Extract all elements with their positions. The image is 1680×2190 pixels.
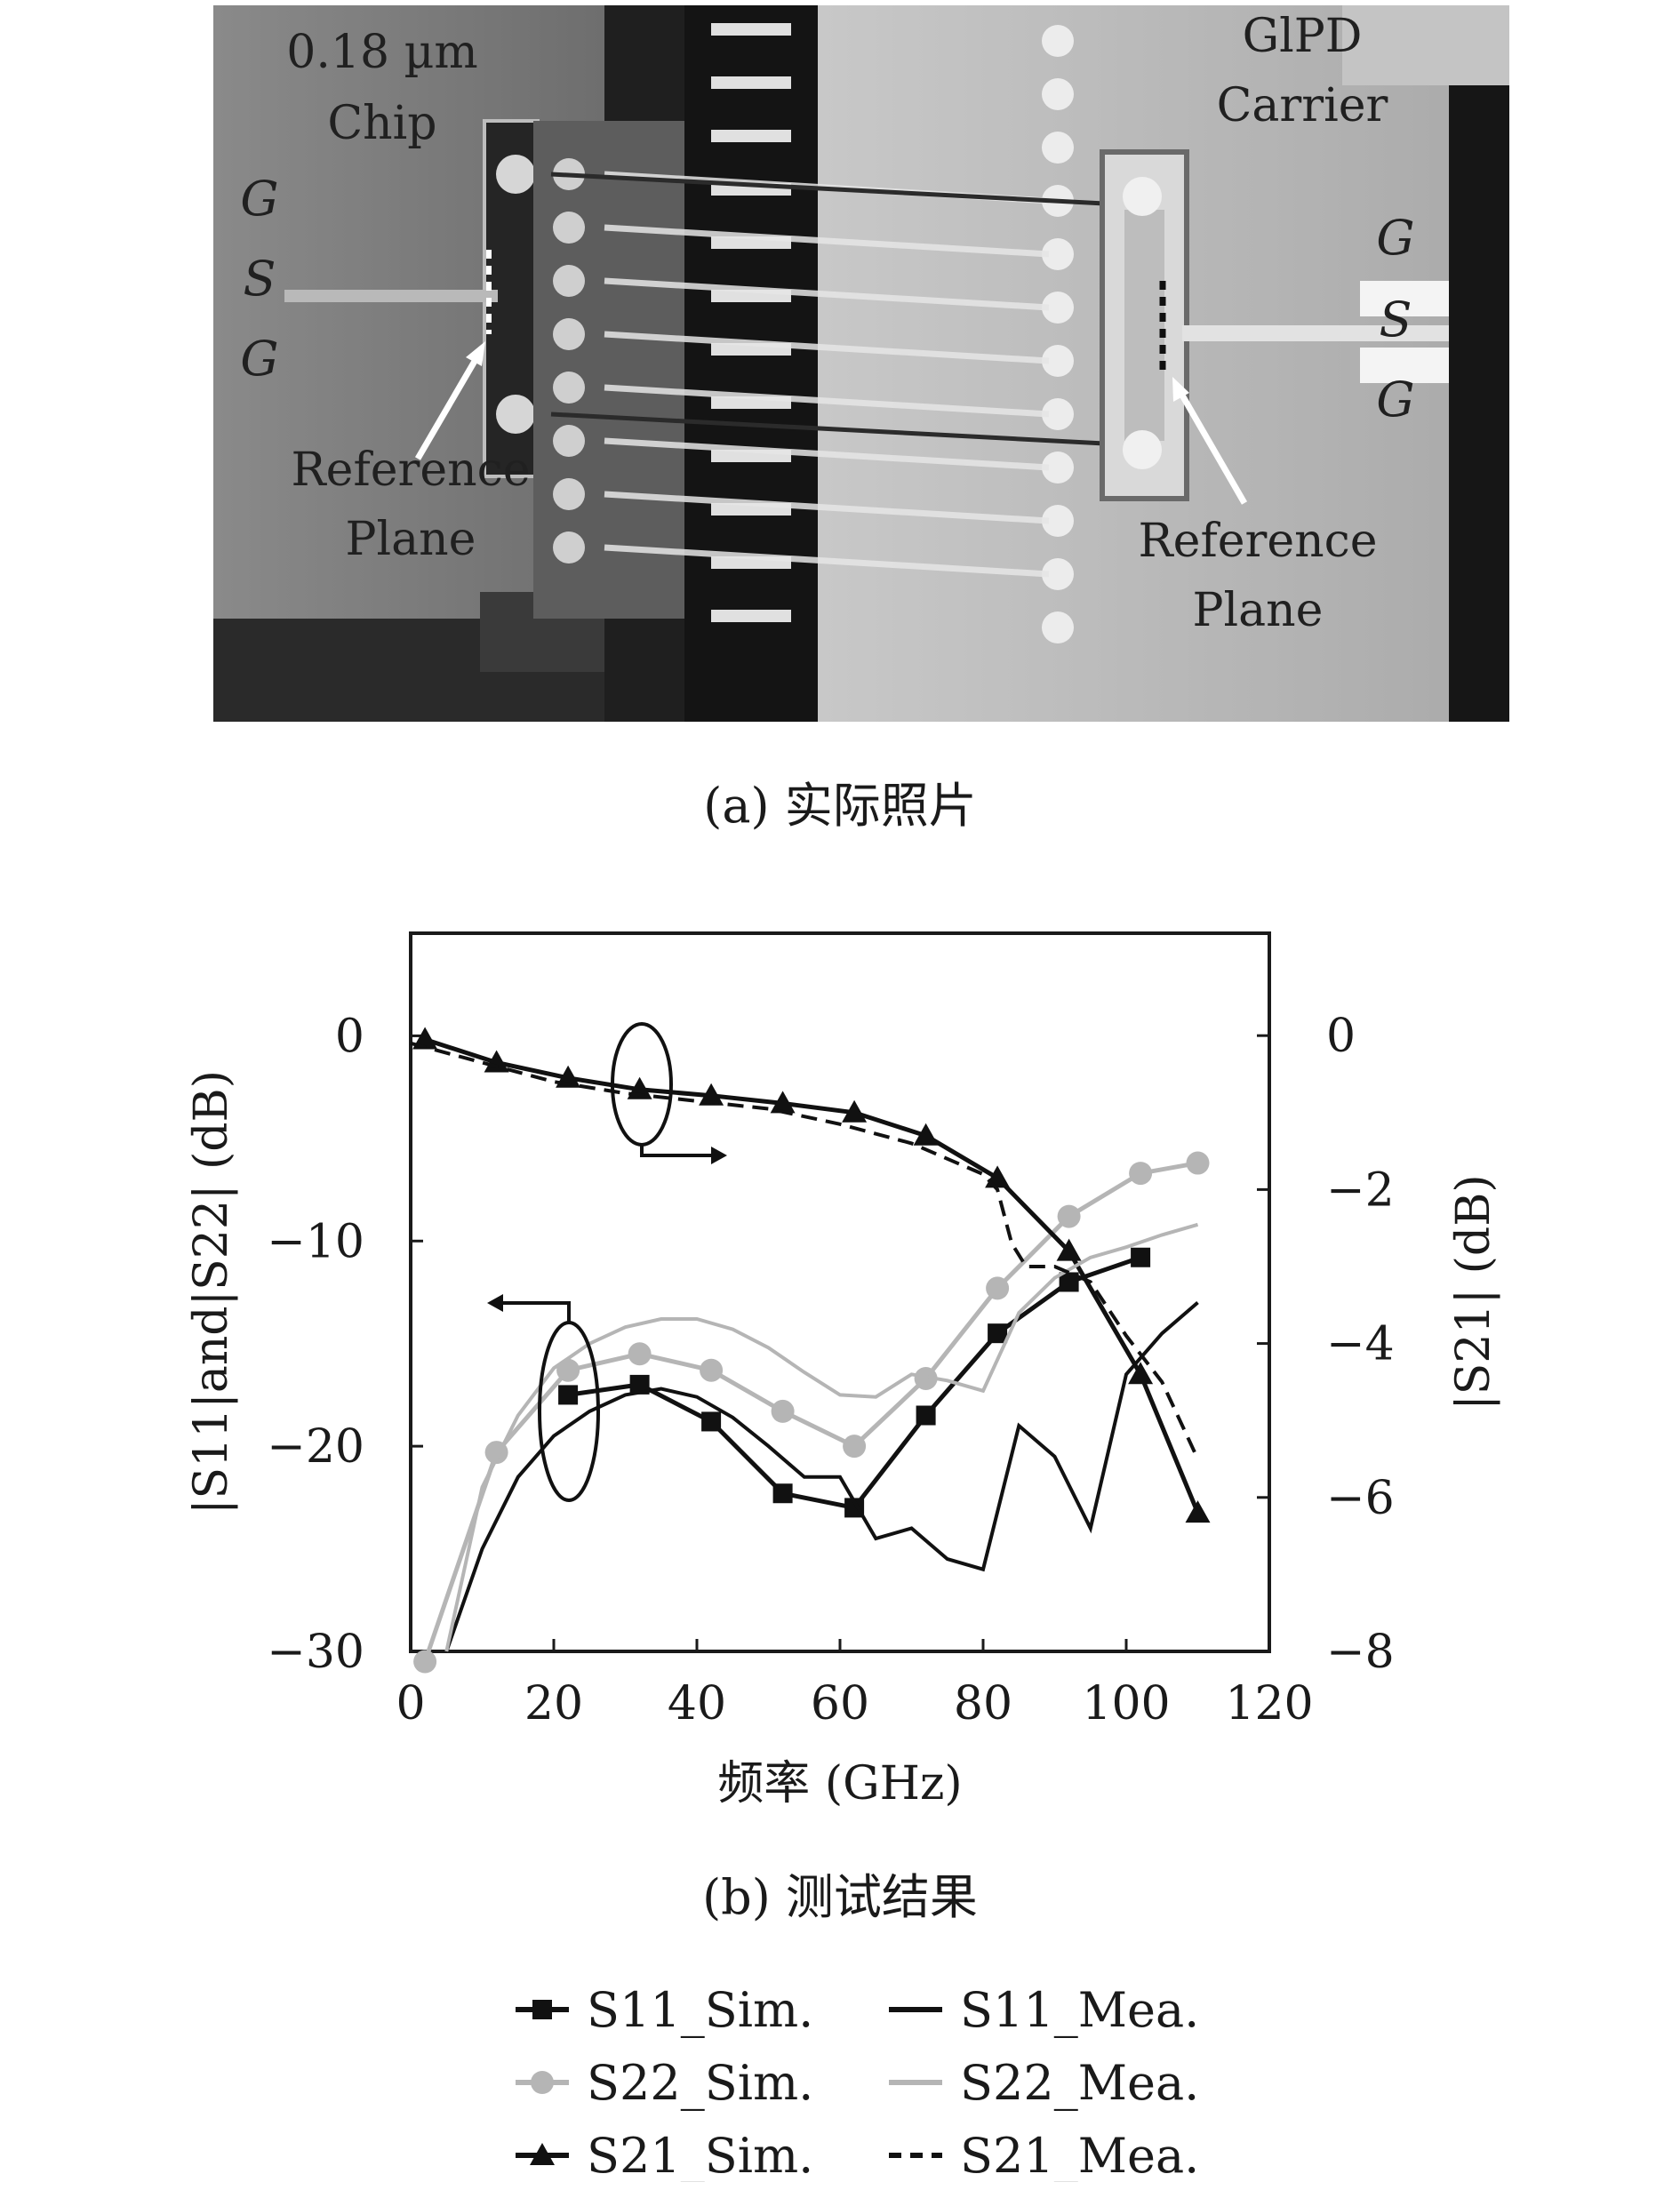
data-point [1056,1238,1082,1261]
data-point [771,1399,795,1423]
y-right-tick-label: −8 [1326,1626,1395,1679]
series-s21-mea- [410,1041,1200,1460]
y-left-tick-label: −30 [267,1626,364,1679]
y-right-tick-label: −6 [1326,1472,1395,1525]
s11-s22-axis-arrow [498,1301,571,1323]
data-point [1057,1204,1081,1228]
y-right-tick-label: −4 [1326,1318,1395,1371]
carrier-label-line2: Carrier [1217,79,1388,132]
data-point [484,1050,509,1073]
data-point [916,1405,936,1426]
left-reference-line1: Reference [292,444,531,497]
legend-marker [530,2143,555,2165]
legend-marker [532,2000,552,2019]
x-axis-title: 频率 (GHz) [717,1757,962,1810]
data-point [770,1091,796,1114]
data-point [628,1342,652,1366]
series-line [410,1041,1200,1460]
left-pad-g2: G [240,331,278,387]
data-point [1131,1247,1151,1267]
data-point [700,1358,724,1382]
left-pad-g1: G [240,171,278,227]
legend-item: S21_Mea. [889,2128,1199,2182]
series-s22-mea- [444,1222,1199,1652]
carrier-label-line1: GlPD [1243,10,1363,63]
data-point [699,1083,724,1106]
left-reference-arrow [414,341,485,460]
x-tick-label: 120 [1225,1677,1313,1730]
data-point [913,1123,939,1146]
right-reference-line2: Plane [1193,584,1324,637]
series-line [424,1037,1200,1515]
legend-item: S22_Mea. [889,2055,1199,2111]
legend-label: S21_Sim. [587,2128,813,2182]
data-point [629,1374,650,1395]
x-tick-label: 40 [668,1677,726,1730]
data-point [986,1276,1010,1300]
series-s11-mea- [444,1300,1199,1652]
series-s11-sim- [558,1247,1151,1518]
data-point [1059,1272,1079,1292]
chip-label-line1: 0.18 µm [286,26,477,79]
y-right-tick-label: 0 [1326,1010,1356,1063]
s-parameter-chart: 0 20 40 60 80 100 120 0 −10 −20 −30 0 −2 −4 −6 −8 频率 (G… [185,931,1500,1810]
data-point [842,1099,868,1123]
data-point [772,1483,793,1504]
x-tick-label: 0 [396,1677,425,1730]
y-left-tick-label: −20 [267,1420,364,1474]
series-line [422,1161,1198,1663]
right-reference-arrow [1172,377,1248,505]
s21-axis-arrow [640,1145,716,1157]
plot-frame [409,931,1271,1653]
legend-item: S22_Sim. [516,2055,813,2111]
legend-label: S11_Mea. [960,1982,1199,2038]
series-line [567,1255,1141,1511]
chip-label-line2: Chip [327,97,436,150]
legend-label: S11_Sim. [587,1982,813,2038]
legend-item: S11_Mea. [889,1982,1199,2038]
data-point [1129,1162,1153,1186]
legend-label: S22_Mea. [960,2055,1199,2111]
series-s22-sim- [413,1151,1210,1674]
chart-legend: S11_Sim. S11_Mea. S22_Sim. S22_Mea. S21_Sim.… [516,1982,1199,2182]
caption-a: (a) 实际照片 [703,778,977,834]
left-reference-line2: Plane [346,513,476,566]
x-tick-label: 60 [811,1677,869,1730]
y-left-tick-label: 0 [335,1010,364,1063]
x-tick-label: 100 [1082,1677,1170,1730]
y-left-tick-label: −10 [267,1215,364,1268]
chip-photo: 0.18 µm Chip GlPD Carrier G S G G S G Re… [213,5,1509,722]
data-point [985,1165,1011,1188]
legend-label: S21_Mea. [960,2128,1199,2182]
x-tick-label: 80 [954,1677,1012,1730]
data-point [1185,1500,1211,1523]
right-pad-g2: G [1376,372,1414,428]
series-line [444,1222,1199,1652]
y-axis-left-title: |S11|and|S22| (dB) [185,1070,238,1515]
data-point [701,1411,722,1432]
right-pad-g1: G [1376,210,1414,266]
y-right-tick-label: −2 [1326,1163,1395,1217]
data-point [1186,1151,1210,1175]
y-axis-right-title: |S21| (dB) [1447,1174,1500,1410]
data-point [843,1435,867,1459]
data-point [558,1385,579,1405]
x-tick-label: 20 [524,1677,583,1730]
caption-b: (b) 测试结果 [702,1869,978,1925]
annotations [487,1022,727,1502]
data-point [988,1323,1008,1344]
right-pad-s: S [1380,292,1412,348]
right-reference-line1: Reference [1139,515,1378,568]
legend-item: S11_Sim. [516,1982,813,2038]
series-line [444,1300,1199,1652]
data-point [413,1650,437,1674]
data-point [1128,1362,1154,1385]
left-pad-s: S [244,251,276,307]
legend-marker [531,2071,554,2094]
legend-label: S22_Sim. [587,2055,813,2111]
legend-item: S21_Sim. [516,2128,813,2182]
